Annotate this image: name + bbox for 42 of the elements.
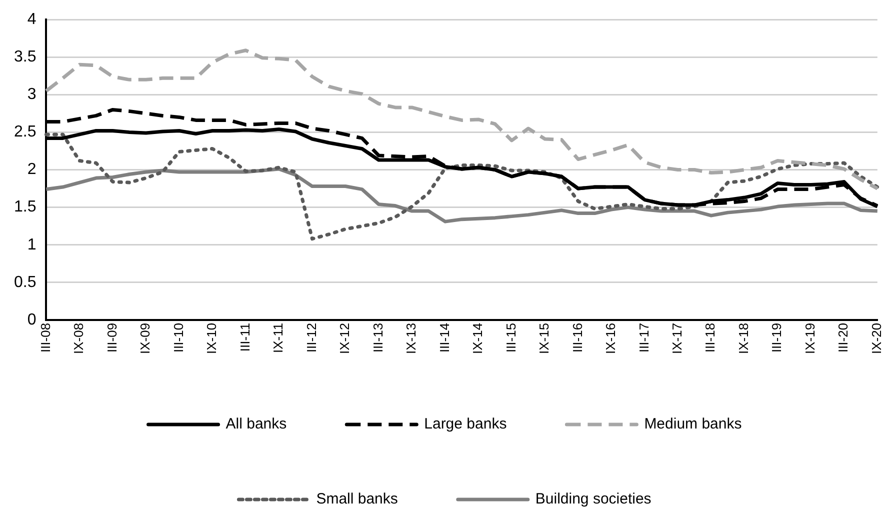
x-tick-label: III-15 [503,322,518,353]
x-tick-label: IX-16 [603,322,618,354]
legend-label: Large banks [424,416,507,433]
x-tick-label: III-17 [636,322,652,353]
x-tick-label: IX-17 [670,322,684,354]
legend-label: All banks [226,416,287,433]
x-tick-label: IX-11 [270,322,286,354]
y-tick-label: 1.5 [14,198,36,216]
legend-label: Building societies [535,490,652,508]
x-tick-label: III-18 [702,322,718,353]
x-tick-label: III-10 [170,322,186,353]
y-tick-label: 4 [27,11,36,28]
x-tick-label: IX-10 [204,322,220,354]
x-tick-label: III-19 [769,322,784,353]
y-tick-label: 0.5 [14,274,36,291]
y-tick-label: 0 [27,311,36,328]
x-tick-label: IX-12 [337,322,352,354]
legend-label: Medium banks [644,416,742,433]
x-tick-label: III-16 [570,322,585,353]
x-tick-label: IX-15 [536,322,552,354]
x-tick-label: III-12 [304,322,319,353]
x-tick-label: IX-13 [404,322,419,354]
x-tick-label: IX-14 [470,322,486,354]
x-tick-label: III-09 [104,322,120,353]
x-tick-label: IX-18 [736,322,751,354]
x-tick-label: IX-09 [138,322,153,354]
x-tick-label: IX-08 [71,322,86,354]
y-tick-label: 1 [27,236,36,254]
y-tick-label: 2.5 [14,124,36,141]
y-tick-label: 3.5 [14,48,36,66]
x-tick-label: III-14 [436,322,452,353]
line-series [44,48,880,190]
line-series [44,132,880,241]
x-tick-label: III-08 [38,322,53,353]
x-tick-label: III-13 [370,322,386,353]
legend-label: Small banks [316,490,398,508]
y-tick-label: 2 [27,161,36,178]
x-tick-label: III-11 [237,322,252,352]
x-tick-label: IX-20 [868,322,884,354]
x-tick-label: IX-19 [802,322,818,354]
y-tick-label: 3 [27,86,36,104]
x-tick-label: III-20 [836,322,851,353]
